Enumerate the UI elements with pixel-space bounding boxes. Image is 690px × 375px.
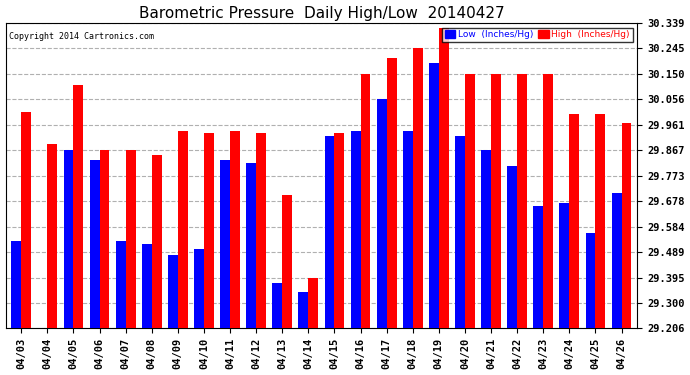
Title: Barometric Pressure  Daily High/Low  20140427: Barometric Pressure Daily High/Low 20140… <box>139 6 504 21</box>
Bar <box>63 150 73 328</box>
Bar <box>465 74 475 328</box>
Bar <box>246 163 256 328</box>
Bar <box>586 233 595 328</box>
Bar <box>377 99 386 328</box>
Bar <box>481 150 491 328</box>
Bar <box>439 28 449 328</box>
Bar <box>73 85 83 328</box>
Bar <box>507 166 517 328</box>
Bar <box>194 249 204 328</box>
Bar <box>116 241 126 328</box>
Bar <box>543 74 553 328</box>
Bar <box>429 63 439 328</box>
Bar <box>273 283 282 328</box>
Bar <box>126 150 135 328</box>
Bar <box>361 74 371 328</box>
Bar <box>282 195 292 328</box>
Bar <box>403 130 413 328</box>
Bar <box>256 134 266 328</box>
Bar <box>21 112 31 328</box>
Bar <box>386 58 397 328</box>
Bar <box>204 134 214 328</box>
Bar <box>335 134 344 328</box>
Bar <box>220 160 230 328</box>
Bar <box>178 130 188 328</box>
Bar <box>90 160 99 328</box>
Bar <box>569 114 580 328</box>
Bar <box>11 241 21 328</box>
Bar <box>308 278 318 328</box>
Bar <box>230 130 240 328</box>
Bar <box>533 206 543 328</box>
Bar <box>324 136 335 328</box>
Bar <box>560 203 569 328</box>
Bar <box>595 114 605 328</box>
Bar <box>622 123 631 328</box>
Bar <box>351 130 361 328</box>
Bar <box>48 144 57 328</box>
Legend: Low  (Inches/Hg), High  (Inches/Hg): Low (Inches/Hg), High (Inches/Hg) <box>442 28 633 42</box>
Bar <box>168 255 178 328</box>
Bar <box>142 244 152 328</box>
Bar <box>152 155 161 328</box>
Bar <box>455 136 465 328</box>
Text: Copyright 2014 Cartronics.com: Copyright 2014 Cartronics.com <box>9 32 154 41</box>
Bar <box>99 150 110 328</box>
Bar <box>413 48 423 328</box>
Bar <box>517 74 527 328</box>
Bar <box>611 193 622 328</box>
Bar <box>298 292 308 328</box>
Bar <box>491 74 501 328</box>
